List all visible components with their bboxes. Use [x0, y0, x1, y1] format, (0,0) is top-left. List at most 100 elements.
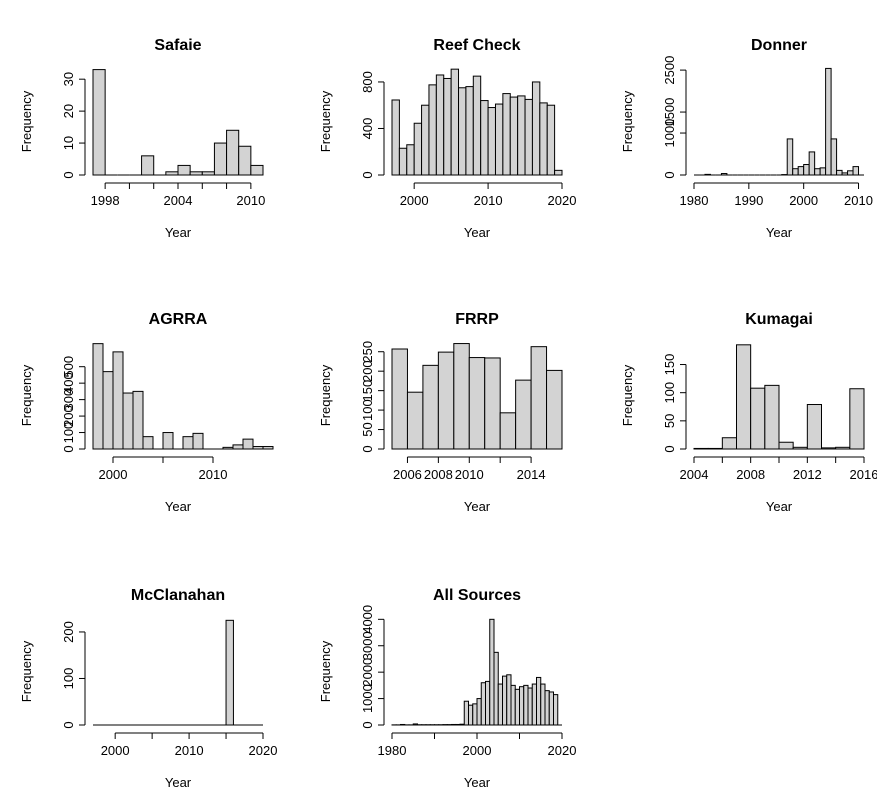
histogram-bar	[455, 723, 461, 726]
panel-mcclanahan: 2000 2010 2020 0 100 200 McClanahan Year Frequen…	[19, 587, 277, 790]
histogram-bar	[519, 686, 525, 726]
panel-reef-check: 2000 2010 2020 0 400 800 Reef Check Year Frequen…	[318, 37, 576, 240]
y-axis-title: Frequency	[318, 90, 333, 152]
histogram-bar	[142, 436, 154, 450]
y-tick-label: 2500	[662, 56, 677, 85]
histogram-bar	[162, 432, 174, 450]
y-tick-label: 1000	[662, 119, 677, 148]
histogram-bar	[704, 173, 711, 176]
y-tick-label: 150	[360, 380, 375, 402]
histogram-bar	[472, 75, 482, 176]
histogram-bar	[182, 436, 194, 450]
y-tick-label: 400	[360, 118, 375, 140]
histogram-bar	[499, 412, 517, 450]
histogram-bar	[539, 102, 548, 176]
histogram-bar	[517, 95, 526, 176]
y-axis-title: Frequency	[19, 364, 34, 426]
panel-title: Reef Check	[433, 37, 520, 54]
histogram-bar	[819, 167, 827, 176]
histogram-bar	[536, 676, 542, 726]
histogram-bar	[849, 388, 865, 450]
y-tick-label: 150	[662, 354, 677, 376]
histogram-bar	[806, 404, 822, 450]
y-tick-label: 500	[61, 356, 76, 378]
histogram-bar	[165, 171, 179, 176]
histogram-bar	[463, 700, 469, 726]
histogram-bar	[524, 98, 533, 176]
histogram-bar	[406, 391, 424, 450]
histogram-bar	[451, 723, 457, 726]
histogram-bar	[453, 343, 470, 450]
histogram-bar	[242, 438, 254, 450]
histogram-bar	[252, 446, 264, 450]
y-tick-label: 0	[61, 721, 76, 728]
histogram-bar	[443, 77, 452, 176]
x-tick-label: 2008	[736, 467, 765, 482]
histogram-bar	[530, 346, 548, 450]
y-axis-title: Frequency	[620, 90, 635, 152]
histogram-bar	[412, 723, 418, 726]
y-tick-label: 4000	[360, 605, 375, 634]
histogram-bar	[553, 694, 559, 726]
panel-safaie: 1998 2004 2010 0 10 20 30 Safaie Year Frequency	[19, 37, 265, 240]
x-tick-label: 2000	[400, 193, 429, 208]
histogram-bar	[213, 142, 228, 176]
histogram-bar	[548, 691, 554, 726]
y-tick-label: 0	[662, 445, 677, 452]
x-axis-title: Year	[464, 499, 491, 514]
panel-title: FRRP	[455, 311, 499, 328]
histogram-bar	[484, 357, 501, 450]
histogram-bar	[792, 168, 799, 176]
x-tick-label: 2010	[236, 193, 265, 208]
histogram-bar	[707, 447, 723, 450]
histogram-bar	[792, 446, 808, 450]
y-axis-title: Frequency	[318, 640, 333, 702]
y-tick-label: 0	[61, 445, 76, 452]
y-tick-label: 100	[360, 399, 375, 421]
y-tick-label: 800	[360, 71, 375, 93]
y-tick-label: 200	[360, 360, 375, 382]
histogram-bar	[509, 96, 519, 176]
histogram-bar	[778, 441, 794, 450]
histogram-bar	[502, 675, 508, 726]
histogram-bar	[201, 171, 215, 176]
x-tick-label: 2008	[424, 467, 453, 482]
histogram-bar	[852, 166, 860, 176]
histogram-bar	[391, 99, 400, 176]
histogram-bar	[814, 168, 821, 176]
y-tick-label: 200	[61, 621, 76, 643]
histogram-bar	[786, 138, 794, 176]
y-tick-label: 0	[360, 445, 375, 452]
histogram-bar	[506, 674, 512, 726]
x-tick-label: 2010	[175, 743, 204, 758]
histogram-bar	[480, 100, 489, 176]
y-tick-label: 2000	[360, 658, 375, 687]
histogram-bar	[847, 170, 854, 176]
histogram-bar	[531, 683, 537, 726]
histogram-bar	[476, 698, 482, 726]
y-axis-title: Frequency	[620, 364, 635, 426]
histogram-bar	[421, 104, 430, 176]
histogram-bar	[514, 688, 520, 726]
x-tick-label: 1990	[734, 193, 763, 208]
x-tick-label: 1998	[91, 193, 120, 208]
histogram-bar	[435, 74, 445, 176]
histogram-bar	[803, 164, 810, 176]
x-tick-label: 1980	[378, 743, 407, 758]
histogram-bar	[132, 390, 144, 450]
histogram-bar	[400, 723, 406, 726]
x-tick-label: 2000	[463, 743, 492, 758]
panel-title: Kumagai	[745, 311, 813, 328]
histogram-bar	[510, 684, 516, 726]
histogram-bar	[750, 387, 766, 450]
x-axis-title: Year	[165, 499, 192, 514]
y-tick-label: 20	[61, 104, 76, 118]
histogram-bar	[122, 392, 134, 450]
histogram-bar	[487, 107, 496, 176]
panel-title: Safaie	[154, 37, 201, 54]
histogram-bar	[450, 68, 460, 176]
y-tick-label: 200	[61, 405, 76, 427]
y-tick-label: 100	[662, 382, 677, 404]
histogram-bar	[835, 446, 851, 450]
